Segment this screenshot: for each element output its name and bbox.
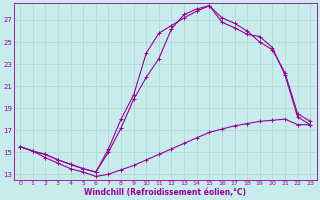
X-axis label: Windchill (Refroidissement éolien,°C): Windchill (Refroidissement éolien,°C) xyxy=(84,188,246,197)
